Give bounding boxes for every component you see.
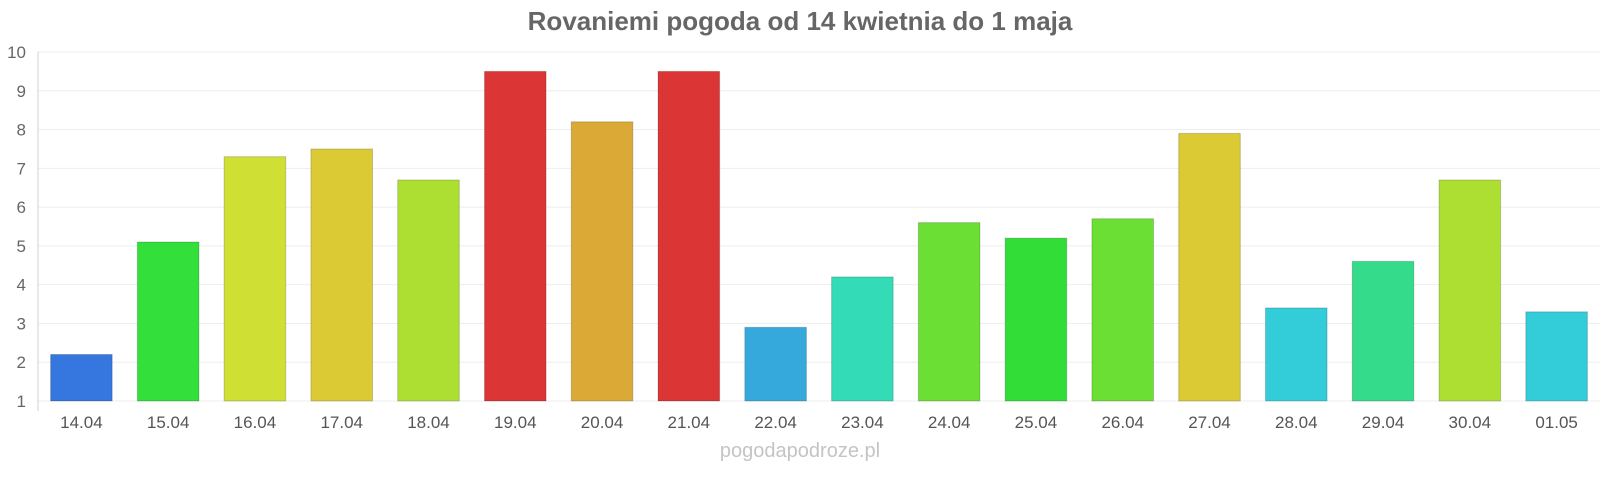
bar xyxy=(917,222,981,402)
y-tick-label: 3 xyxy=(17,314,26,333)
x-tick-label: 01.05 xyxy=(1535,413,1578,432)
bar xyxy=(397,179,460,402)
x-tick-label: 22.04 xyxy=(754,413,797,432)
x-tick-label: 24.04 xyxy=(928,413,971,432)
x-tick-label: 20.04 xyxy=(581,413,624,432)
bar xyxy=(570,121,634,402)
y-tick-label: 1 xyxy=(17,392,26,411)
x-tick-label: 21.04 xyxy=(668,413,711,432)
bar xyxy=(831,276,894,402)
watermark: pogodapodroze.pl xyxy=(719,440,881,462)
bar xyxy=(136,241,200,402)
y-tick-labels: 1 2 3 4 5 6 7 8 9 10 xyxy=(7,43,26,411)
x-tick-label: 23.04 xyxy=(841,413,884,432)
y-tick-label: 5 xyxy=(17,237,26,256)
x-tick-labels: 14.04 15.04 16.04 17.04 18.04 19.04 20.04 21.04… xyxy=(60,413,1578,432)
x-tick-label: 26.04 xyxy=(1101,413,1144,432)
y-tick-label: 7 xyxy=(17,159,26,178)
x-tick-label: 18.04 xyxy=(407,413,450,432)
x-tick-label: 14.04 xyxy=(60,413,103,432)
bar xyxy=(1438,179,1502,402)
x-tick-label: 16.04 xyxy=(234,413,277,432)
y-tick-label: 4 xyxy=(17,276,26,295)
x-tick-label: 27.04 xyxy=(1188,413,1231,432)
bar xyxy=(1525,311,1588,402)
y-tick-label: 8 xyxy=(17,121,26,140)
x-tick-label: 25.04 xyxy=(1015,413,1058,432)
x-tick-label: 28.04 xyxy=(1275,413,1318,432)
bar xyxy=(1004,237,1068,402)
bar xyxy=(223,156,287,402)
x-tick-label: 29.04 xyxy=(1362,413,1405,432)
bar xyxy=(50,353,113,402)
chart-title: Rovaniemi pogoda od 14 kwietnia do 1 maj… xyxy=(527,6,1073,36)
bar xyxy=(1264,307,1328,402)
grid-lines xyxy=(38,51,1600,402)
y-tick-label: 6 xyxy=(17,198,26,217)
bar xyxy=(744,326,807,402)
bar xyxy=(1178,132,1241,402)
x-tick-label: 17.04 xyxy=(320,413,363,432)
bar xyxy=(1091,218,1155,402)
bar xyxy=(310,148,374,402)
bar xyxy=(483,70,547,402)
y-tick-label: 9 xyxy=(17,82,26,101)
x-tick-label: 15.04 xyxy=(147,413,190,432)
bars xyxy=(50,70,1588,402)
bar xyxy=(657,70,721,402)
y-tick-label: 10 xyxy=(7,43,26,62)
x-tick-label: 19.04 xyxy=(494,413,537,432)
y-tick-label: 2 xyxy=(17,353,26,372)
bar xyxy=(1351,260,1415,402)
x-tick-label: 30.04 xyxy=(1449,413,1492,432)
